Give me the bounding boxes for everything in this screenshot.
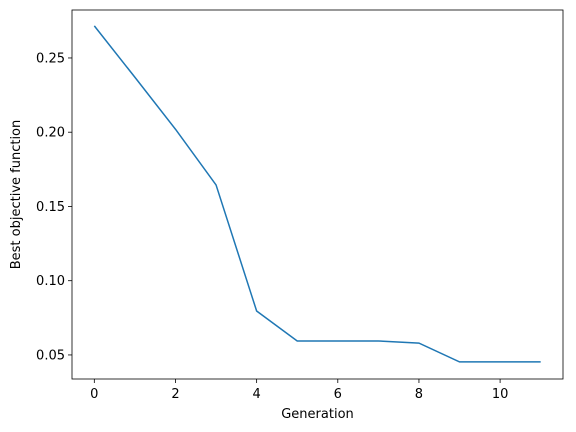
- x-tick-label: 8: [415, 387, 423, 402]
- x-axis-label: Generation: [281, 407, 354, 422]
- y-tick-label: 0.25: [36, 51, 65, 66]
- x-tick-label: 4: [252, 387, 260, 402]
- y-axis-label: Best objective function: [9, 120, 24, 270]
- x-tick-label: 2: [171, 387, 179, 402]
- data-line: [93, 25, 541, 363]
- plot-frame: [71, 9, 564, 380]
- y-tick-label: 0.15: [36, 200, 65, 215]
- x-tick-label: 0: [90, 387, 98, 402]
- y-tick-label: 0.05: [36, 348, 65, 363]
- x-tick-label: 6: [334, 387, 342, 402]
- y-tick-label: 0.10: [36, 274, 65, 289]
- y-tick-label: 0.20: [36, 126, 65, 141]
- x-tick-label: 10: [492, 387, 509, 402]
